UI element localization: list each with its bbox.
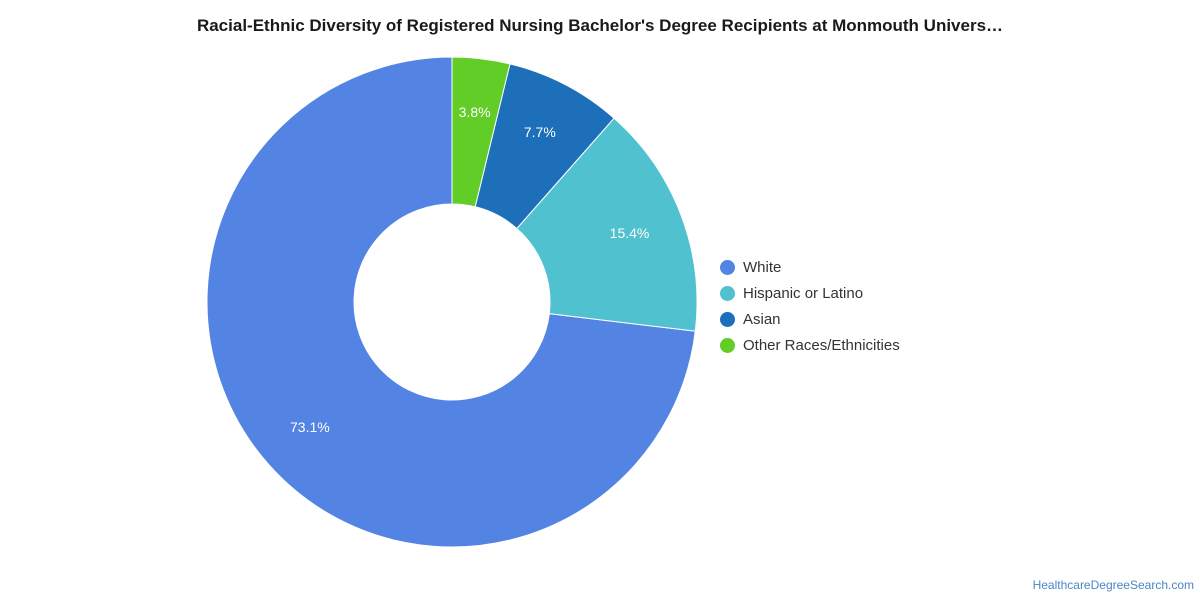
slice-label-hispanic-or-latino: 15.4% (610, 225, 650, 241)
source-link[interactable]: HealthcareDegreeSearch.com (1032, 578, 1194, 592)
slice-label-other-races-ethnicities: 3.8% (459, 104, 491, 120)
slice-hispanic-or-latino[interactable] (516, 117, 698, 332)
legend-swatch (720, 311, 735, 327)
legend-label: Hispanic or Latino (743, 284, 864, 302)
legend-item-asian[interactable]: Asian (720, 306, 900, 332)
slice-label-white: 73.1% (290, 419, 330, 435)
legend-label: White (743, 258, 782, 276)
chart-title: Racial-Ethnic Diversity of Registered Nu… (196, 16, 1004, 35)
legend-label: Asian (743, 310, 781, 328)
legend-item-white[interactable]: White (720, 254, 900, 280)
legend-swatch (720, 259, 735, 275)
legend-item-other-races-ethnicities[interactable]: Other Races/Ethnicities (720, 332, 900, 358)
legend-label: Other Races/Ethnicities (743, 336, 900, 354)
legend-item-hispanic-or-latino[interactable]: Hispanic or Latino (720, 280, 900, 306)
slice-other-races-ethnicities[interactable] (451, 56, 511, 208)
legend-swatch (720, 285, 735, 301)
slice-label-asian: 7.7% (524, 124, 556, 140)
slice-white[interactable] (206, 56, 696, 548)
legend-swatch (720, 337, 735, 353)
chart-legend: White Hispanic or Latino Asian Other Races/… (720, 254, 900, 358)
